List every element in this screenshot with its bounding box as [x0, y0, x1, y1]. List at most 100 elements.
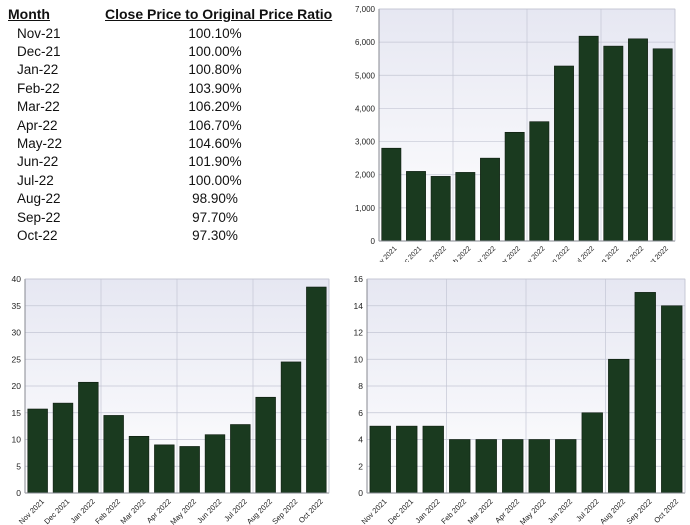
y-tick-label: 3,000 [355, 138, 376, 147]
plot-border [378, 8, 676, 242]
ratio-cell: 97.70% [192, 209, 238, 225]
x-tick-label: Mar 2022 [466, 497, 495, 525]
x-tick-label: Jun 2022 [546, 497, 574, 525]
x-tick-label: Nov 2021 [17, 497, 46, 525]
bar [154, 444, 175, 494]
bar [528, 439, 550, 494]
plot-border [24, 278, 330, 494]
ratio-cell: 101.90% [188, 154, 242, 170]
x-tick-label: Dec 2021 [42, 497, 71, 525]
x-tick-label: Oct 2022 [297, 497, 325, 525]
month-cell: Aug-22 [17, 191, 61, 207]
bar [78, 381, 99, 494]
bar [603, 45, 624, 242]
ratio-cell: 100.10% [188, 25, 242, 41]
month-cell: Apr-22 [17, 117, 58, 133]
bar [369, 425, 391, 494]
y-tick-label: 10 [12, 435, 22, 445]
x-tick-label: Sep 2022 [619, 245, 645, 262]
y-tick-label: 2 [358, 461, 363, 471]
ratio-cell: 100.00% [188, 44, 242, 60]
x-tick-label: May 2022 [168, 497, 198, 525]
month-cell: Dec-21 [17, 44, 61, 60]
bar [480, 157, 500, 242]
x-tick-label: Jan 2022 [423, 245, 448, 262]
x-tick-label: Oct 2022 [652, 497, 680, 525]
x-tick-label: Feb 2022 [439, 497, 468, 525]
y-tick-label: 40 [12, 274, 22, 284]
x-tick-label: Nov 2021 [360, 497, 389, 525]
y-tick-label: 14 [354, 301, 364, 311]
bar [628, 38, 648, 242]
y-tick-label: 5 [16, 461, 21, 471]
bar [204, 434, 226, 494]
month-cell: Sep-22 [17, 209, 61, 225]
bar [581, 412, 603, 494]
month-cell: Nov-21 [17, 25, 61, 41]
y-tick-label: 7,000 [355, 5, 376, 14]
x-tick-label: Apr 2022 [497, 245, 522, 262]
x-tick-label: Sep 2022 [270, 497, 299, 525]
y-tick-label: 20 [12, 381, 22, 391]
y-tick-label: 8 [358, 381, 363, 391]
ratio-cell: 98.90% [192, 191, 238, 207]
bar [608, 358, 630, 494]
bar [406, 171, 426, 242]
y-tick-label: 30 [12, 328, 22, 338]
ratio-cell: 106.20% [188, 99, 242, 115]
x-tick-label: May 2022 [520, 245, 547, 262]
month-cell: Jan-22 [17, 62, 59, 78]
ratio-cell: 100.00% [188, 172, 242, 188]
y-tick-label: 16 [354, 274, 364, 284]
table-row: Mar-22 106.20% [8, 98, 335, 116]
y-tick-label: 0 [371, 237, 376, 246]
bar [555, 439, 577, 494]
bar [449, 439, 471, 494]
bar [529, 121, 550, 242]
bar [179, 446, 200, 494]
month-cell: Feb-22 [17, 80, 60, 96]
y-tick-label: 0 [16, 488, 21, 498]
x-tick-label: Aug 2022 [594, 245, 620, 262]
month-cell: Oct-22 [17, 227, 58, 243]
x-tick-label: Dec 2021 [386, 497, 415, 525]
table-body: Nov-21 100.10% Dec-21 100.00% Jan-22 100.80% F… [8, 24, 335, 245]
plot-border [366, 278, 686, 494]
bar [422, 425, 444, 494]
y-tick-label: 1,000 [355, 204, 376, 213]
x-tick-label: Jun 2022 [195, 497, 223, 525]
price-ratio-table-container: Month Close Price to Original Price Rati… [8, 6, 338, 245]
bar [27, 408, 48, 494]
table-row: Nov-21 100.10% [8, 24, 335, 42]
x-tick-label: Aug 2022 [245, 497, 274, 525]
table-row: Oct-22 97.30% [8, 226, 335, 244]
bar [255, 396, 276, 494]
x-tick-label: Jan 2022 [413, 497, 441, 525]
x-tick-label: May 2022 [518, 497, 548, 525]
bar [306, 286, 327, 494]
table-row: May-22 104.60% [8, 134, 335, 152]
table-row: Aug-22 98.90% [8, 190, 335, 208]
bar [280, 361, 302, 494]
y-tick-label: 6,000 [355, 38, 376, 47]
x-tick-label: Jan 2022 [69, 497, 97, 525]
price-ratio-table: Month Close Price to Original Price Rati… [8, 6, 335, 245]
bar [455, 172, 476, 242]
month-cell: Mar-22 [17, 99, 60, 115]
bar [502, 439, 524, 494]
x-tick-label: Apr 2022 [493, 497, 521, 525]
bar [230, 424, 251, 494]
ratio-cell: 100.80% [188, 62, 242, 78]
ratio-cell: 106.70% [188, 117, 242, 133]
x-tick-label: Mar 2022 [471, 245, 497, 262]
x-tick-label: Dec 2021 [397, 245, 423, 262]
table-row: Sep-22 97.70% [8, 208, 335, 226]
table-row: Dec-21 100.00% [8, 42, 335, 60]
x-tick-label: Aug 2022 [598, 497, 627, 525]
month-cell: Jul-22 [17, 172, 54, 188]
table-row: Jul-22 100.00% [8, 171, 335, 189]
y-tick-label: 15 [12, 408, 22, 418]
y-tick-label: 4 [358, 435, 363, 445]
